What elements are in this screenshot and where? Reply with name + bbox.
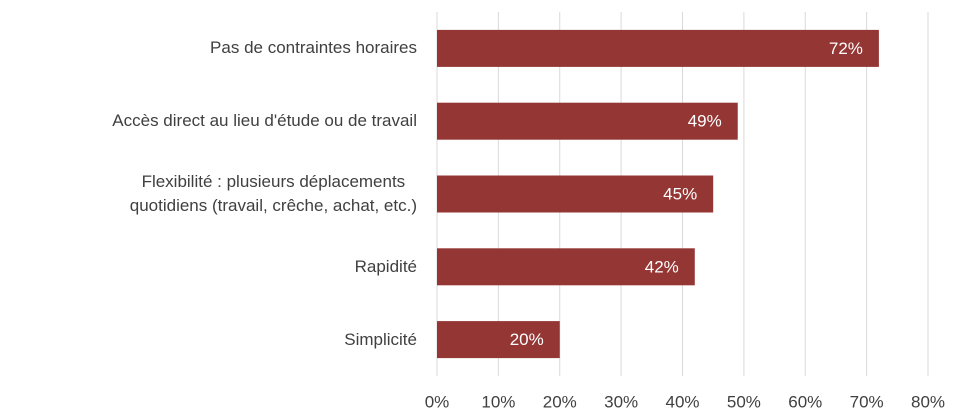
data-label: 72% bbox=[829, 39, 863, 58]
data-label: 42% bbox=[645, 257, 679, 276]
data-label: 20% bbox=[510, 330, 544, 349]
x-tick-label: 0% bbox=[425, 392, 450, 411]
x-tick-label: 60% bbox=[788, 392, 822, 411]
x-tick-label: 50% bbox=[727, 392, 761, 411]
y-tick-label: Rapidité bbox=[354, 256, 417, 276]
x-tick-label: 70% bbox=[850, 392, 884, 411]
y-tick-label: Flexibilité : plusieurs déplacements quo… bbox=[129, 172, 417, 215]
bar bbox=[437, 29, 879, 67]
bar bbox=[437, 321, 560, 359]
bar bbox=[437, 248, 695, 286]
data-label: 49% bbox=[688, 112, 722, 131]
y-tick-label: Accès direct au lieu d'étude ou de trava… bbox=[112, 111, 417, 131]
x-tick-label: 30% bbox=[604, 392, 638, 411]
data-label: 45% bbox=[663, 184, 697, 203]
y-tick-label: Simplicité bbox=[344, 329, 417, 349]
x-tick-label: 80% bbox=[911, 392, 945, 411]
bar bbox=[437, 175, 714, 213]
x-tick-label: 40% bbox=[665, 392, 699, 411]
y-tick-label: Pas de contraintes horaires bbox=[210, 38, 417, 58]
x-tick-label: 10% bbox=[481, 392, 515, 411]
x-tick-label: 20% bbox=[543, 392, 577, 411]
bar bbox=[437, 102, 738, 140]
